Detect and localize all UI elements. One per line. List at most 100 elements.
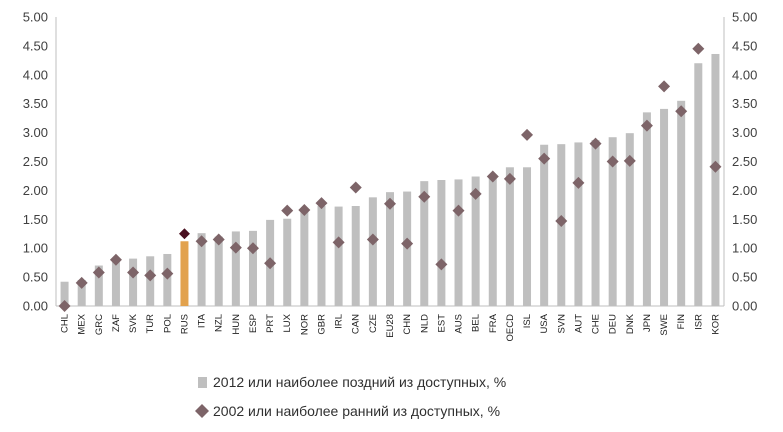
marker-chl xyxy=(58,300,71,312)
y-tick-label-right: 5.00 xyxy=(732,10,757,25)
x-tick-label-chl: CHL xyxy=(60,314,71,333)
x-tick-label-eu28: EU28 xyxy=(385,314,396,338)
bar-rus xyxy=(180,241,189,306)
legend-swatch-diamond xyxy=(195,404,209,418)
x-tick-label-lux: LUX xyxy=(282,313,293,332)
x-tick-label-aut: AUT xyxy=(573,314,584,333)
bar-pol xyxy=(163,253,172,306)
x-tick-label-kor: KOR xyxy=(710,314,721,335)
marker-svn xyxy=(555,215,568,228)
marker-mex xyxy=(75,276,88,289)
bar-est xyxy=(437,179,446,306)
x-tick-label-bel: BEL xyxy=(471,314,482,332)
marker-series xyxy=(58,42,722,312)
bar-lux xyxy=(283,218,292,306)
y-tick-label-left: 0.00 xyxy=(23,299,48,314)
x-tick-label-gbr: GBR xyxy=(316,314,327,335)
marker-bel xyxy=(469,187,482,200)
marker-prt xyxy=(264,257,277,270)
y-tick-label-right: 3.50 xyxy=(732,96,757,111)
bar-hun xyxy=(231,231,240,306)
legend-label-markers: 2002 или наиболее ранний из доступных, % xyxy=(213,403,500,419)
bar-series xyxy=(60,53,720,307)
x-tick-label-cze: CZE xyxy=(368,314,379,333)
marker-swe xyxy=(658,80,671,93)
bar-bel xyxy=(471,176,480,306)
marker-irl xyxy=(332,236,345,249)
x-tick-label-isr: ISR xyxy=(693,314,704,330)
x-tick-label-zaf: ZAF xyxy=(111,314,122,332)
marker-esp xyxy=(246,242,259,255)
legend-item-markers: 2002 или наиболее ранний из доступных, % xyxy=(195,403,500,419)
bar-aus xyxy=(454,179,463,306)
marker-lux xyxy=(281,204,294,217)
x-tick-label-svn: SVN xyxy=(556,314,567,334)
x-tick-label-aus: AUS xyxy=(454,314,465,334)
legend-label-bars: 2012 или наиболее поздний из доступных, … xyxy=(213,374,506,390)
bar-aut xyxy=(574,142,583,306)
bar-svk xyxy=(129,258,138,306)
marker-fin xyxy=(675,105,688,118)
bar-fin xyxy=(677,100,686,306)
marker-jpn xyxy=(640,119,653,132)
bar-che xyxy=(591,140,600,306)
marker-nzl xyxy=(212,233,225,246)
bar-chl xyxy=(60,281,69,306)
bar-mex xyxy=(77,279,86,306)
y-tick-label-right: 0.50 xyxy=(732,270,757,285)
x-tick-label-hun: HUN xyxy=(231,314,242,335)
marker-isl xyxy=(521,128,534,141)
marker-nor xyxy=(298,204,311,217)
marker-isr xyxy=(692,42,705,55)
x-tick-label-svk: SVK xyxy=(128,313,139,333)
bar-isr xyxy=(694,63,703,306)
x-tick-label-est: EST xyxy=(436,314,447,333)
marker-zaf xyxy=(109,253,122,266)
bar-ita xyxy=(197,233,206,306)
marker-rus xyxy=(177,227,192,241)
x-tick-label-usa: USA xyxy=(539,313,550,333)
x-tick-label-swe: SWE xyxy=(659,314,670,336)
x-tick-label-fra: FRA xyxy=(488,313,499,333)
marker-svk xyxy=(127,266,140,279)
marker-hun xyxy=(229,241,242,254)
y-tick-label-right: 1.00 xyxy=(732,241,757,256)
y-tick-label-left: 3.50 xyxy=(23,96,48,111)
x-tick-label-chn: CHN xyxy=(402,314,413,335)
x-tick-label-jpn: JPN xyxy=(642,314,653,332)
marker-kor xyxy=(709,160,722,173)
y-tick-label-left: 4.00 xyxy=(23,67,48,82)
marker-can xyxy=(349,181,362,194)
bar-nld xyxy=(420,181,429,306)
marker-aus xyxy=(452,204,465,217)
x-axis-labels: CHL MEX GRC ZAF SVK TUR POL RUS ITA NZL HUN ESP PRT L… xyxy=(60,313,722,341)
y-tick-label-right: 1.50 xyxy=(732,212,757,227)
marker-ita xyxy=(195,235,208,248)
x-tick-label-irl: IRL xyxy=(334,314,345,329)
bar-cze xyxy=(368,197,377,306)
marker-usa xyxy=(538,152,551,165)
y-tick-label-right: 4.50 xyxy=(732,38,757,53)
y-tick-label-left: 3.00 xyxy=(23,125,48,140)
marker-grc xyxy=(92,266,105,279)
legend-swatch-bar xyxy=(198,377,207,388)
bar-esp xyxy=(248,230,257,306)
bar-eu28 xyxy=(386,192,394,306)
x-tick-label-prt: PRT xyxy=(265,314,276,333)
marker-aut xyxy=(572,176,585,189)
marker-oecd xyxy=(503,172,516,185)
x-tick-label-deu: DEU xyxy=(608,314,619,334)
legend-item-bars: 2012 или наиболее поздний из доступных, … xyxy=(198,374,506,390)
x-tick-label-nzl: NZL xyxy=(214,314,225,332)
bar-nor xyxy=(300,210,309,306)
x-tick-label-ita: ITA xyxy=(197,313,208,328)
marker-nld xyxy=(418,190,431,203)
bar-swe xyxy=(660,108,669,306)
y-tick-label-left: 0.50 xyxy=(23,270,48,285)
y-tick-label-right: 0.00 xyxy=(732,299,757,314)
x-tick-label-esp: ESP xyxy=(248,314,259,333)
bar-kor xyxy=(711,53,720,306)
marker-est xyxy=(435,258,448,271)
x-tick-label-tur: TUR xyxy=(145,314,156,334)
